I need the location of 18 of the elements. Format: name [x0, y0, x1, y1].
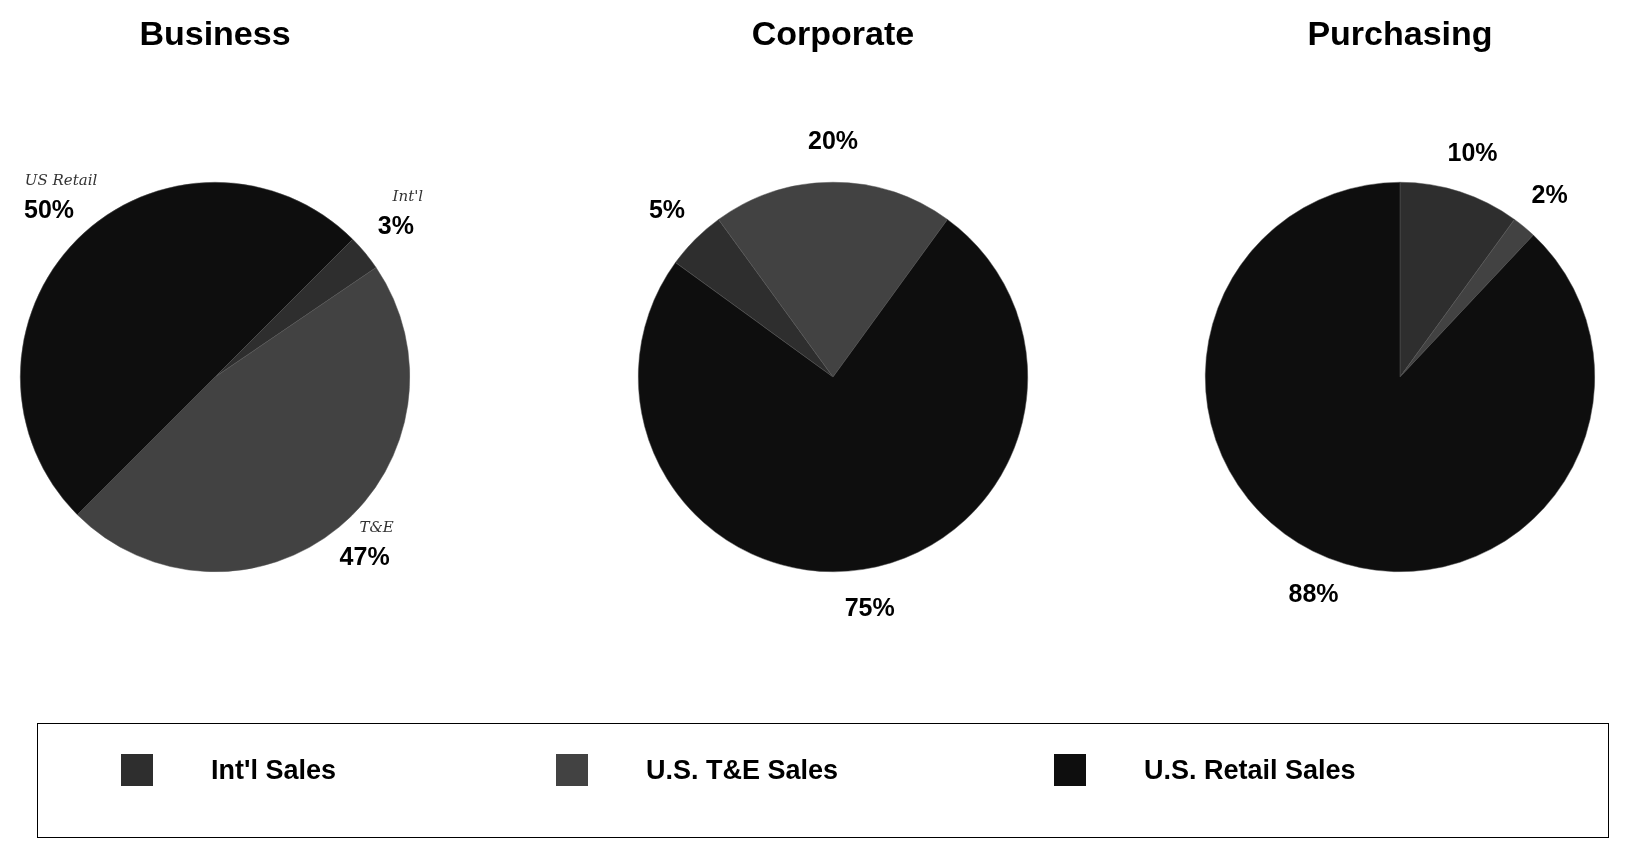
- data-label: 47%: [339, 541, 390, 570]
- data-label: 75%: [844, 592, 895, 621]
- data-label: 20%: [807, 126, 859, 155]
- data-label: 2%: [1531, 180, 1568, 209]
- text: T&E: [359, 517, 394, 536]
- data-label: 5%: [648, 194, 686, 223]
- chart-title: Purchasing: [1306, 14, 1494, 53]
- text: Int'l: [391, 187, 424, 206]
- legend-label: U.S. Retail Sales: [1144, 754, 1356, 786]
- legend-label: U.S. T&E Sales: [646, 754, 839, 786]
- data-label: 50%: [23, 194, 75, 223]
- legend-label: Int'l Sales: [211, 754, 336, 786]
- data-label: 88%: [1288, 579, 1339, 608]
- chart-title: Corporate: [750, 14, 916, 53]
- text: US Retail: [24, 170, 98, 189]
- chart-title: Business: [138, 14, 292, 53]
- data-label: 3%: [377, 211, 414, 240]
- data-label: 10%: [1447, 137, 1498, 166]
